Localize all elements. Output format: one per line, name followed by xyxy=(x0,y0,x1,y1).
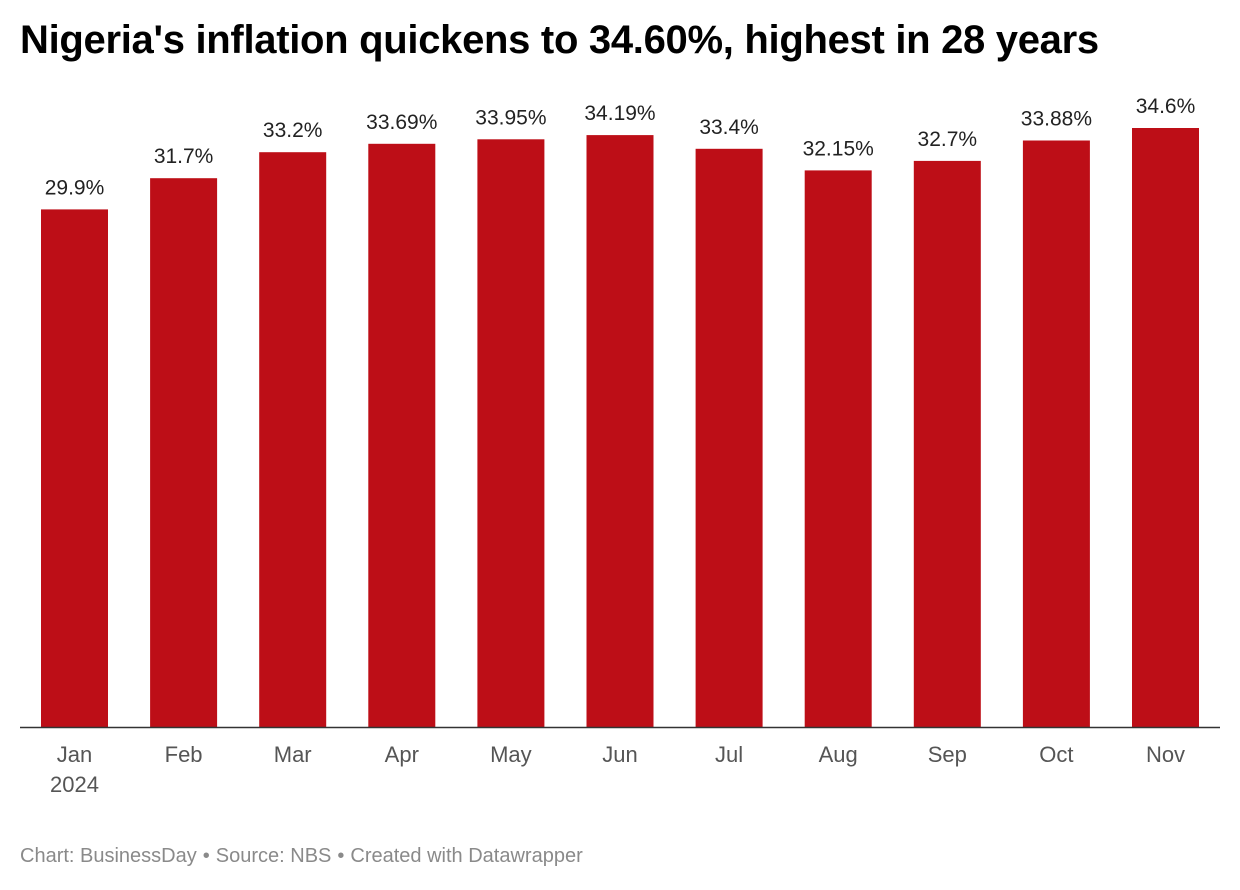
value-label-apr: 33.69% xyxy=(366,111,437,134)
value-label-mar: 33.2% xyxy=(263,119,323,142)
tick-label-jan: Jan xyxy=(57,742,92,767)
tick-label-may: May xyxy=(490,742,532,767)
chart-title: Nigeria's inflation quickens to 34.60%, … xyxy=(20,18,1099,62)
tick-label-nov: Nov xyxy=(1146,742,1185,767)
value-label-jul: 33.4% xyxy=(699,116,759,139)
footer-separator: • xyxy=(202,845,210,867)
value-label-may: 33.95% xyxy=(475,106,546,129)
value-label-jan: 29.9% xyxy=(45,176,105,199)
bar-feb xyxy=(150,178,218,727)
bar-aug xyxy=(804,170,872,727)
chart-credit: Chart: BusinessDay xyxy=(20,845,197,867)
value-label-feb: 31.7% xyxy=(154,145,214,168)
bar-jul xyxy=(695,148,763,728)
bar-jun xyxy=(586,135,654,728)
value-label-nov: 34.6% xyxy=(1136,95,1196,118)
bar-jan xyxy=(41,209,108,727)
value-label-oct: 33.88% xyxy=(1021,108,1092,131)
bar-mar xyxy=(259,152,327,727)
footer-separator: • xyxy=(337,845,345,867)
tick-label-apr: Apr xyxy=(385,742,419,767)
tick-sublabel-year: 2024 xyxy=(50,772,99,797)
bar-nov xyxy=(1132,128,1199,727)
tick-label-jul: Jul xyxy=(715,742,743,767)
tick-label-mar: Mar xyxy=(274,742,312,767)
tick-labels-group: Jan 2024 Feb Mar Apr May Jun Jul Aug Sep Oct Nov xyxy=(50,742,1185,797)
tick-label-jun: Jun xyxy=(602,742,637,767)
value-label-jun: 34.19% xyxy=(584,102,655,125)
bar-chart: 29.9% 31.7% 33.2% 33.69% 33.95% 34.19% 33.4% 32… xyxy=(20,95,1220,797)
tick-label-aug: Aug xyxy=(819,742,858,767)
value-label-aug: 32.15% xyxy=(803,137,874,160)
value-label-sep: 32.7% xyxy=(918,128,978,151)
tick-label-sep: Sep xyxy=(928,742,967,767)
bars-group xyxy=(41,128,1199,728)
created-with-credit: Created with Datawrapper xyxy=(350,845,583,867)
bar-sep xyxy=(913,160,981,727)
bar-apr xyxy=(368,143,436,728)
value-labels-group: 29.9% 31.7% 33.2% 33.69% 33.95% 34.19% 33.4% 32… xyxy=(45,95,1196,199)
bar-may xyxy=(477,139,545,728)
bar-oct xyxy=(1022,140,1090,727)
chart-footer: Chart: BusinessDay • Source: NBS • Created w… xyxy=(20,845,583,868)
tick-label-feb: Feb xyxy=(165,742,203,767)
tick-label-oct: Oct xyxy=(1039,742,1073,767)
chart-source: Source: NBS xyxy=(215,845,332,867)
